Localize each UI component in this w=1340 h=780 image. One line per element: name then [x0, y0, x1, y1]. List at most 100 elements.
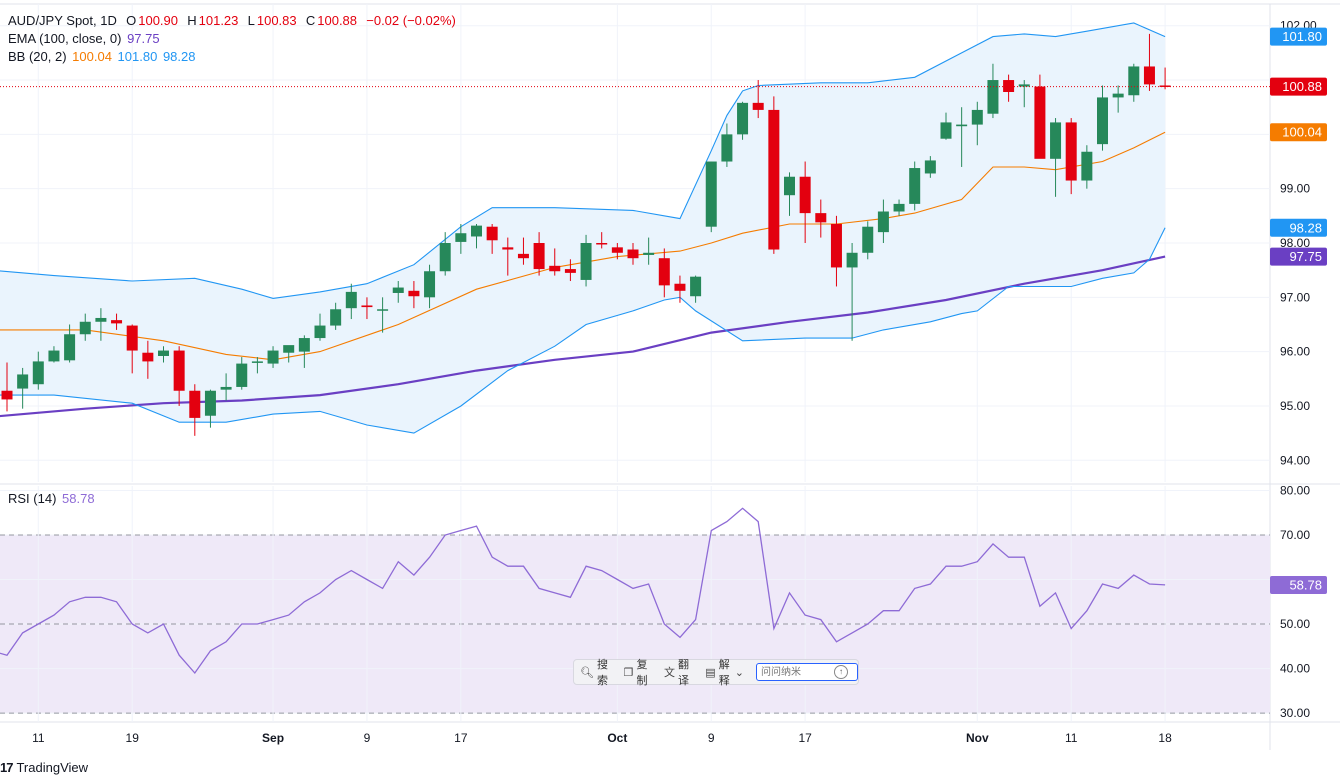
candle — [1143, 33, 1155, 91]
candle — [1128, 63, 1140, 102]
price-tick-label: 96.00 — [1280, 345, 1310, 359]
candle-body — [893, 203, 905, 212]
candle-body — [533, 243, 545, 270]
ema-legend[interactable]: EMA (100, close, 0) 97.75 — [8, 30, 162, 48]
candle — [1065, 118, 1077, 195]
candle-body — [721, 134, 733, 162]
ema-label: EMA (100, close, 0) — [8, 31, 122, 46]
main-legend: AUD/JPY Spot, 1D O 100.90 H 101.23 L 100.83… — [8, 12, 458, 30]
rsi-tick-label: 80.00 — [1280, 483, 1310, 497]
candle-body — [1159, 85, 1171, 87]
candle-body — [1143, 66, 1155, 85]
candle-body — [752, 102, 764, 110]
candle — [1097, 85, 1108, 151]
rsi-line — [0, 507, 1166, 675]
candle — [690, 275, 702, 303]
candle — [204, 389, 216, 428]
search-button[interactable]: 🔍︎ 搜索 — [574, 659, 618, 687]
candle-body — [48, 350, 60, 362]
candle-body — [1003, 80, 1015, 92]
candle-body — [564, 269, 576, 273]
candle — [502, 237, 514, 276]
candle-body — [392, 287, 404, 293]
ema-100-line — [0, 255, 1166, 418]
candle — [564, 259, 576, 282]
copy-button-label: 复制 — [636, 659, 648, 687]
submit-arrow-icon[interactable]: ↑ — [834, 665, 848, 679]
time-tick-label: 17 — [454, 731, 468, 745]
candle-body — [924, 160, 936, 174]
candle-body — [32, 361, 44, 385]
ask-input[interactable] — [756, 663, 858, 681]
candle-body — [377, 309, 389, 311]
candle — [940, 112, 952, 140]
bb-upper-tag: 101.80 — [1270, 27, 1327, 46]
chevron-down-icon: ⌄ — [734, 666, 744, 679]
translate-button[interactable]: 文 翻译 — [658, 659, 699, 687]
rsi-value: 58.78 — [62, 491, 95, 506]
explain-button-label: 解释 — [718, 659, 730, 687]
candle-body — [956, 124, 968, 127]
time-tick-label: 9 — [364, 731, 371, 745]
symbol-title[interactable]: AUD/JPY Spot, 1D — [8, 13, 117, 28]
candle — [267, 346, 279, 368]
open-value: 100.90 — [138, 13, 178, 28]
candle — [95, 308, 107, 341]
time-tick-label: 19 — [126, 731, 140, 745]
candle — [298, 335, 310, 368]
candle-body — [502, 247, 514, 250]
bb-basis-tag: 100.04 — [1270, 123, 1327, 142]
candle-body — [471, 225, 482, 237]
last-price-tag-text: 100.88 — [1282, 79, 1322, 94]
rsi-legend[interactable]: RSI (14) 58.78 — [8, 490, 97, 508]
bb-lower-tag-text: 98.28 — [1289, 220, 1322, 235]
candle — [251, 357, 263, 374]
candle — [1034, 74, 1046, 159]
candle-body — [1097, 97, 1108, 145]
bb-upper-line — [0, 22, 1166, 299]
candle — [784, 172, 795, 216]
candle-body — [1050, 122, 1062, 159]
candle — [658, 248, 670, 298]
price-tick-label: 99.00 — [1280, 182, 1310, 196]
time-axis[interactable]: 11 19 Sep 9 17 Oct 9 17 Nov 11 18 — [32, 731, 1172, 745]
candle-body — [784, 176, 795, 196]
candle — [627, 243, 639, 265]
bb-lower-tag-box — [1270, 218, 1327, 237]
candle-body — [737, 102, 749, 135]
candle — [126, 324, 138, 374]
candle — [392, 281, 404, 303]
close-label: C — [305, 13, 316, 28]
bb-lower-value: 98.28 — [162, 49, 196, 64]
rsi-series — [0, 507, 1166, 675]
explain-button[interactable]: ▤ 解释 ⌄ — [699, 659, 750, 687]
candle — [1050, 118, 1062, 197]
bb-basis-tag-box — [1270, 123, 1327, 142]
copy-button[interactable]: ❐ 复制 — [618, 659, 658, 687]
candle-body — [643, 252, 655, 255]
candle-body — [158, 350, 169, 356]
candle-body — [971, 109, 983, 125]
bb-upper-tag-text: 101.80 — [1282, 29, 1322, 44]
rsi-axis[interactable]: 30.00 40.00 50.00 70.00 80.00 — [1280, 483, 1310, 720]
candle-body — [220, 386, 232, 390]
candle-body — [486, 226, 498, 241]
change-value: −0.02 (−0.02%) — [366, 13, 456, 28]
candle-body — [64, 334, 76, 361]
time-tick-label: Oct — [607, 731, 627, 745]
candle — [220, 373, 232, 401]
candle — [361, 297, 373, 320]
rsi-label: RSI (14) — [8, 491, 57, 506]
bb-legend[interactable]: BB (20, 2) 100.04 101.80 98.28 — [8, 48, 197, 66]
candle-body — [705, 161, 717, 227]
tradingview-brand[interactable]: 17 TradingView — [0, 760, 88, 775]
last-price-tag-box — [1270, 77, 1327, 96]
rsi-tick-label: 40.00 — [1280, 662, 1310, 676]
candle — [486, 223, 498, 254]
close-value: 100.88 — [317, 13, 358, 28]
candle-body — [345, 291, 357, 309]
candle — [893, 199, 905, 216]
candle-body — [1, 390, 13, 400]
